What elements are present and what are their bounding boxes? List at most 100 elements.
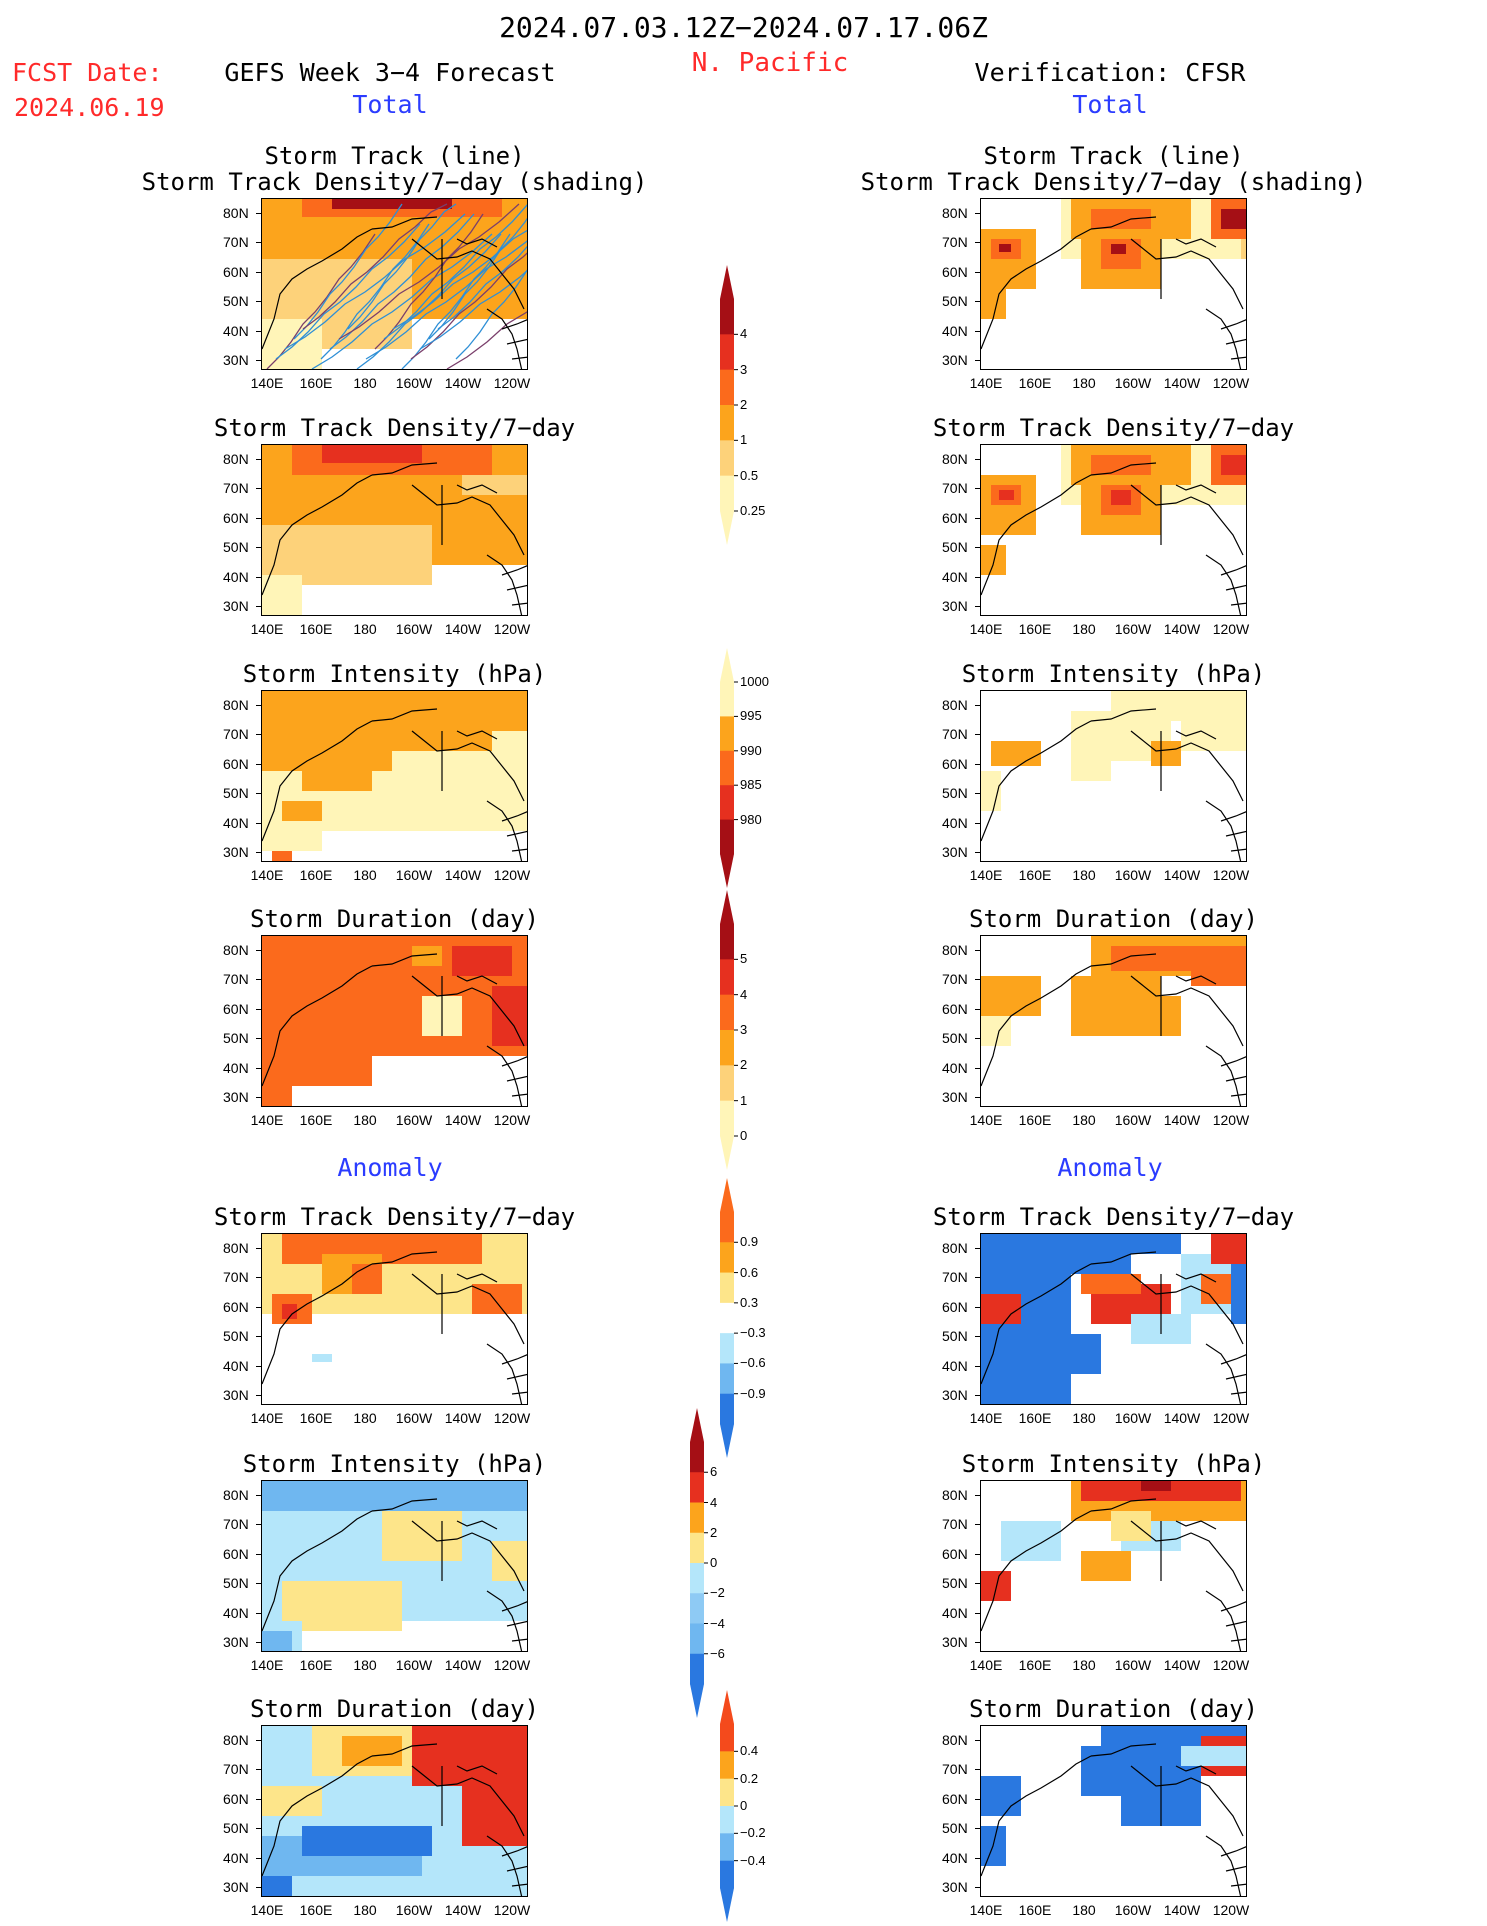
colorbar-segment [720, 1333, 734, 1364]
lat-tick-label: 30N [223, 844, 249, 860]
lon-tick-label: 180 [353, 1657, 377, 1673]
lon-tick-label: 180 [1072, 1410, 1096, 1426]
shaded-region [1221, 209, 1246, 229]
shaded-region [981, 289, 1006, 319]
lat-tick-mark [975, 979, 980, 981]
colorbar-segment [690, 1653, 704, 1685]
colorbar-cap-bottom [720, 1136, 734, 1170]
lon-tick-label: 160W [1114, 1112, 1152, 1128]
ob-density-anom-map [980, 1233, 1247, 1405]
lat-tick-label: 60N [942, 509, 968, 526]
lat-tick-label: 60N [223, 263, 249, 280]
colorbar-segment [720, 1100, 734, 1137]
lon-tick-label: 120W [1212, 1112, 1250, 1128]
colorbar-segment [720, 716, 734, 752]
right-total-label: Total [1072, 90, 1148, 119]
lat-tick-mark [975, 705, 980, 706]
lat-tick-label: 40N [223, 1357, 249, 1374]
ob-density-map [980, 444, 1247, 616]
lon-tick-label: 180 [353, 1112, 377, 1128]
shaded-region [1241, 239, 1246, 259]
shaded-region [282, 801, 322, 821]
right-column-title: Verification: CFSR [974, 58, 1246, 87]
lat-tick-label: 70N [942, 234, 968, 251]
lat-tick-label: 50N [223, 785, 249, 802]
lat-tick-label: 50N [942, 539, 968, 556]
lon-tick-label: 160E [299, 1902, 333, 1918]
colorbar-segment [720, 334, 734, 371]
storm-track-line [365, 240, 527, 360]
colorbar-segment [720, 819, 734, 855]
colorbar-label: −0.4 [740, 1852, 766, 1868]
lat-tick-mark [975, 488, 980, 490]
map-canvas [981, 445, 1246, 615]
lon-tick-label: 140W [1163, 1902, 1201, 1918]
lat-tick-mark [256, 1365, 261, 1367]
lat-tick-mark [256, 459, 261, 460]
fc-intensity-map [261, 690, 528, 862]
lat-tick-mark [975, 1798, 980, 1800]
lon-tick-label: 180 [353, 867, 377, 883]
colorbar-label: 0.4 [740, 1743, 759, 1759]
left-anomaly-label: Anomaly [337, 1153, 443, 1182]
shaded-region [1081, 1274, 1141, 1294]
coastline [981, 953, 1246, 1106]
lat-tick-label: 80N [223, 942, 249, 958]
colorbar-segment [720, 1751, 734, 1780]
shaded-region [262, 1086, 292, 1106]
lon-tick-label: 160W [395, 867, 433, 883]
colorbar-label: −0.6 [740, 1355, 766, 1371]
lat-tick-mark [975, 1612, 980, 1614]
colorbar-label: −0.2 [740, 1825, 766, 1841]
lat-tick-label: 70N [223, 1269, 249, 1286]
lat-tick-mark [975, 330, 980, 332]
colorbar-segment [720, 475, 734, 512]
lat-tick-mark [256, 1740, 261, 1741]
lat-tick-mark [256, 301, 261, 303]
shaded-region [452, 946, 512, 976]
lat-tick-label: 30N [223, 1879, 249, 1895]
panel-title: Storm Track (line) [983, 142, 1244, 170]
lon-tick-label: 140E [250, 1902, 284, 1918]
lat-tick-mark [975, 1828, 980, 1830]
colorbar-segment [690, 1472, 704, 1503]
colorbar-segment [720, 405, 734, 441]
lat-tick-mark [256, 1248, 261, 1249]
storm-track-line [266, 233, 376, 369]
lat-tick-mark [975, 1887, 980, 1888]
shaded-region [999, 244, 1011, 252]
colorbar-cap-bottom [720, 854, 734, 888]
lon-tick-label: 140E [250, 1112, 284, 1128]
map-canvas [981, 691, 1246, 861]
colorbar-label: 2 [710, 1524, 718, 1540]
date-range-title: 2024.07.03.12Z−2024.07.17.06Z [499, 11, 988, 44]
lat-tick-mark [256, 1857, 261, 1859]
colorbar-segment [720, 682, 734, 717]
ob-duration-anom-map [980, 1725, 1247, 1897]
lon-tick-label: 160E [1018, 1902, 1052, 1918]
lat-tick-label: 40N [942, 1604, 968, 1621]
lat-tick-label: 40N [223, 1059, 249, 1076]
lon-tick-label: 160W [1114, 1902, 1152, 1918]
lat-tick-label: 60N [223, 1298, 249, 1315]
lat-tick-label: 80N [223, 451, 249, 467]
colorbar-label: −0.9 [740, 1385, 766, 1401]
shaded-region [1121, 996, 1181, 1036]
storm-track-line [311, 233, 493, 369]
lat-tick-label: 40N [223, 1604, 249, 1621]
lon-tick-label: 140E [250, 375, 284, 391]
coastline [981, 708, 1246, 861]
lon-tick-label: 180 [1072, 621, 1096, 637]
coastline [262, 1251, 527, 1404]
shaded-region [1211, 1234, 1246, 1264]
ob-track-map [980, 198, 1247, 370]
lon-tick-label: 140W [444, 1902, 482, 1918]
storm-track-line [293, 203, 403, 340]
shaded-region [282, 1304, 297, 1319]
shaded-region [262, 1481, 527, 1511]
lat-tick-label: 40N [223, 568, 249, 585]
lon-tick-label: 140W [444, 621, 482, 637]
colorbar-label: 4 [740, 986, 748, 1002]
colorbar-duration-anomaly: 0.4 0.2 0 −0.2 −0.4 [720, 1690, 810, 1922]
colorbar-svg [690, 1408, 708, 1718]
